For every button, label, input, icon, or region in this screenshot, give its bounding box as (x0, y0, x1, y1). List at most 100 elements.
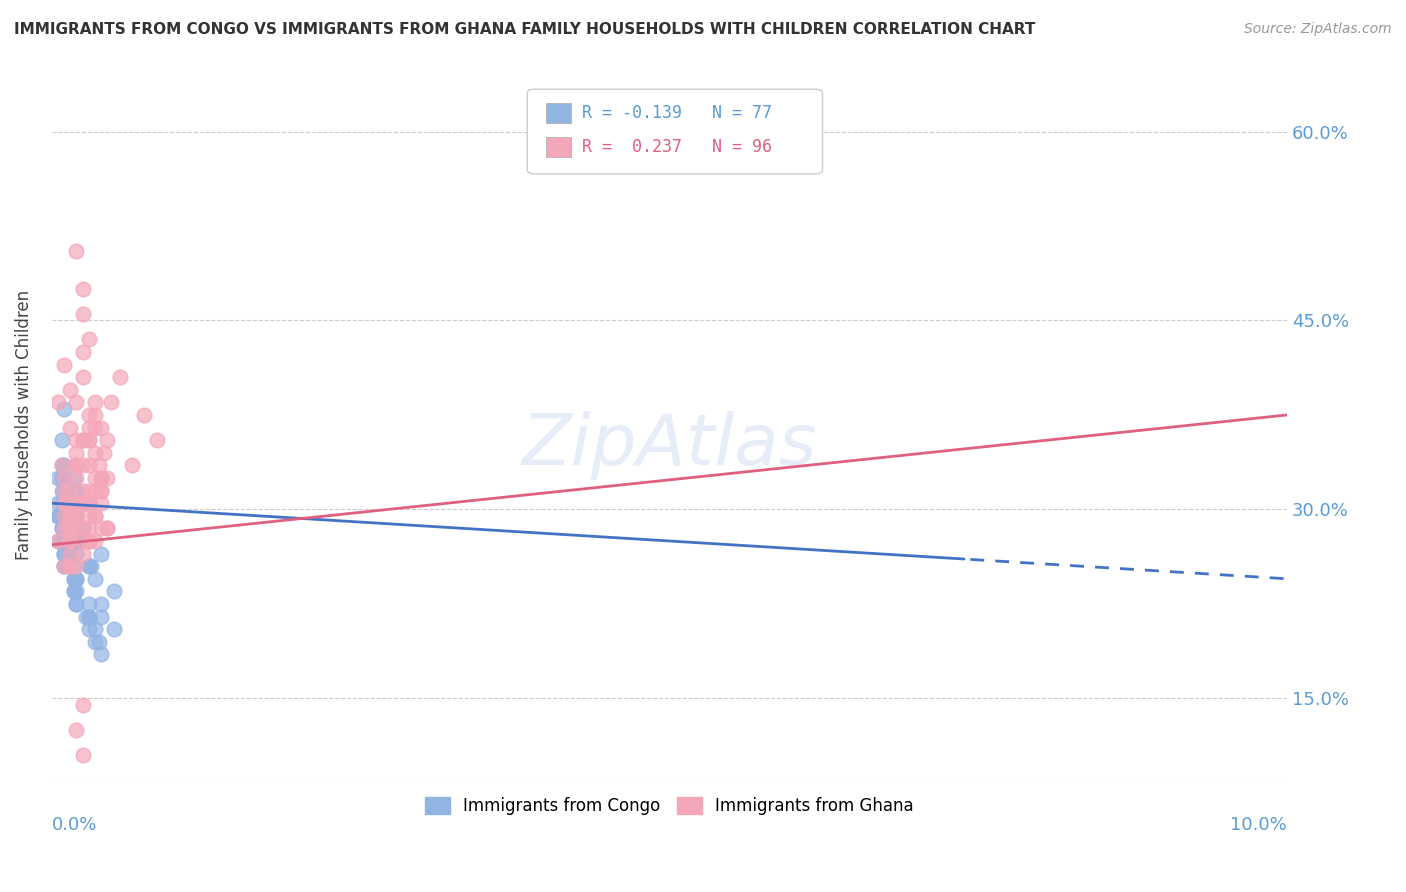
Point (90, 471, 112, 485)
Point (51, 458, 73, 473)
Text: R = -0.139   N = 77: R = -0.139 N = 77 (582, 104, 772, 122)
Point (84, 572, 107, 586)
Point (65, 521, 87, 535)
Point (96, 471, 118, 485)
Point (65, 508, 87, 523)
Point (72, 533, 94, 548)
Point (77, 458, 100, 473)
Point (63, 572, 86, 586)
Point (72, 433, 94, 447)
Point (65, 597, 87, 611)
Point (59, 496, 82, 510)
Point (77, 597, 100, 611)
Point (59, 521, 82, 535)
Point (84, 446, 107, 460)
Point (77, 332, 100, 346)
Legend: Immigrants from Congo, Immigrants from Ghana: Immigrants from Congo, Immigrants from G… (418, 790, 921, 822)
Point (72, 458, 94, 473)
Point (72, 483, 94, 498)
Point (96, 521, 118, 535)
Point (72, 370, 94, 384)
Point (63, 584, 86, 599)
Point (51, 483, 73, 498)
Point (90, 483, 112, 498)
Point (77, 483, 100, 498)
Point (53, 483, 76, 498)
Point (53, 401, 76, 416)
Point (59, 559, 82, 574)
Point (84, 508, 107, 523)
Point (65, 458, 87, 473)
Point (90, 648, 112, 662)
Point (84, 471, 107, 485)
Point (65, 244, 87, 259)
Point (59, 533, 82, 548)
Point (77, 533, 100, 548)
Point (72, 282, 94, 296)
Point (59, 533, 82, 548)
Point (59, 559, 82, 574)
Point (121, 458, 143, 473)
Point (134, 408, 156, 422)
Y-axis label: Family Households with Children: Family Households with Children (15, 289, 32, 559)
Point (63, 471, 86, 485)
Point (72, 433, 94, 447)
Point (63, 584, 86, 599)
Point (59, 521, 82, 535)
Point (84, 622, 107, 636)
Point (65, 533, 87, 548)
Point (90, 471, 112, 485)
Point (65, 471, 87, 485)
Point (63, 483, 86, 498)
Point (77, 559, 100, 574)
Point (65, 496, 87, 510)
Point (53, 508, 76, 523)
Point (72, 547, 94, 561)
Point (90, 496, 112, 510)
Point (65, 533, 87, 548)
Point (96, 521, 118, 535)
Point (90, 609, 112, 624)
Point (84, 483, 107, 498)
Point (77, 496, 100, 510)
Point (51, 433, 73, 447)
Point (72, 521, 94, 535)
Point (53, 559, 76, 574)
Point (46, 533, 69, 548)
Point (77, 521, 100, 535)
Point (63, 559, 86, 574)
Point (84, 533, 107, 548)
Point (65, 559, 87, 574)
Point (53, 547, 76, 561)
Point (65, 496, 87, 510)
Point (53, 547, 76, 561)
Point (51, 458, 73, 473)
Point (53, 559, 76, 574)
Point (65, 572, 87, 586)
Point (65, 572, 87, 586)
Point (53, 496, 76, 510)
Point (53, 496, 76, 510)
Point (65, 458, 87, 473)
Point (59, 383, 82, 397)
Point (75, 609, 97, 624)
Point (103, 622, 125, 636)
Point (53, 533, 76, 548)
Point (90, 483, 112, 498)
Point (77, 496, 100, 510)
Point (77, 508, 100, 523)
Point (63, 533, 86, 548)
Point (46, 508, 69, 523)
Point (72, 698, 94, 712)
Point (77, 420, 100, 434)
Point (65, 458, 87, 473)
Point (65, 483, 87, 498)
Point (65, 395, 87, 409)
Point (65, 508, 87, 523)
Point (46, 508, 69, 523)
Point (59, 521, 82, 535)
Point (90, 420, 112, 434)
Point (59, 547, 82, 561)
Point (53, 533, 76, 548)
Point (53, 533, 76, 548)
